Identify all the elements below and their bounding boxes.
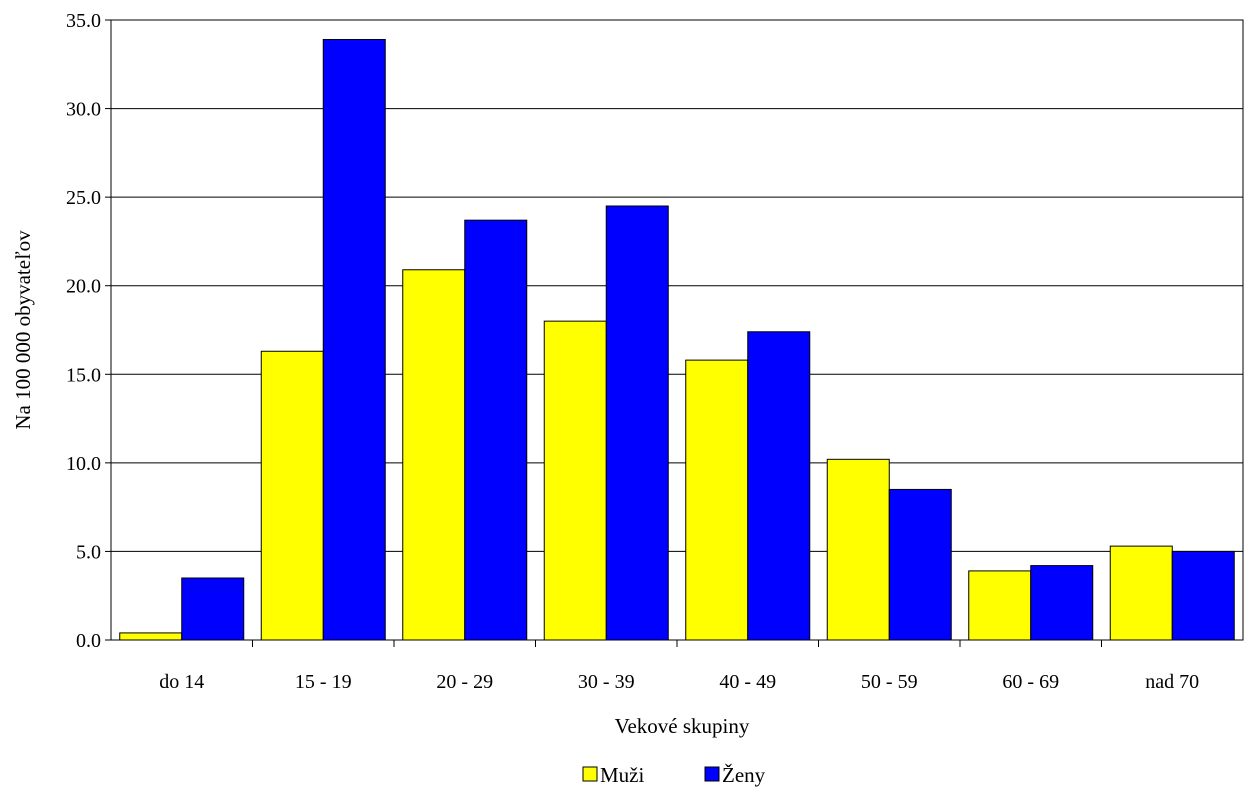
legend-label-zeny: Ženy — [722, 763, 766, 787]
legend-swatch-zeny — [704, 766, 720, 782]
y-tick-labels: 0.0 5.0 10.0 15.0 20.0 25.0 30.0 35.0 — [66, 10, 111, 652]
legend: Muži Ženy — [582, 763, 766, 787]
x-tick-label: do 14 — [159, 671, 204, 693]
x-tick-label: 40 - 49 — [719, 671, 776, 693]
y-tick-label: 35.0 — [66, 10, 101, 32]
bar-zeny — [888, 488, 952, 641]
x-tick-label: 30 - 39 — [578, 671, 635, 693]
legend-label-muzi: Muži — [600, 763, 644, 787]
legend-swatch-muzi — [582, 766, 598, 782]
bar-muzi — [685, 359, 749, 641]
bar-zeny — [464, 219, 528, 641]
x-tick-labels: do 14 15 - 19 20 - 29 30 - 39 40 - 49 50 - 59… — [159, 640, 1199, 693]
bar-muzi — [119, 632, 183, 641]
y-tick-label: 15.0 — [66, 364, 101, 386]
bar-muzi — [402, 269, 466, 641]
x-tick-label: nad 70 — [1145, 671, 1199, 693]
bar-muzi — [543, 320, 607, 641]
y-tick-label: 5.0 — [76, 541, 101, 563]
y-tick-label: 25.0 — [66, 187, 101, 209]
bar-muzi — [826, 458, 890, 641]
bars — [119, 38, 1235, 641]
bar-zeny — [1030, 565, 1094, 641]
y-tick-label: 10.0 — [66, 453, 101, 475]
y-axis-title: Na 100 000 obyvateľov — [11, 230, 35, 430]
bar-zeny — [1171, 550, 1235, 641]
y-tick-label: 20.0 — [66, 276, 101, 298]
bar-zeny — [747, 331, 811, 641]
x-tick-label: 15 - 19 — [295, 671, 352, 693]
x-tick-label: 50 - 59 — [861, 671, 918, 693]
y-tick-label: 0.0 — [76, 630, 101, 652]
bar-zeny — [605, 205, 669, 641]
bar-zeny — [181, 577, 245, 641]
x-axis-title: Vekové skupiny — [615, 714, 750, 738]
x-tick-label: 60 - 69 — [1002, 671, 1059, 693]
bar-zeny — [322, 38, 386, 641]
x-tick-label: 20 - 29 — [436, 671, 493, 693]
y-tick-label: 30.0 — [66, 99, 101, 121]
bar-muzi — [260, 350, 324, 641]
bar-muzi — [1109, 545, 1173, 641]
bar-muzi — [968, 570, 1032, 641]
